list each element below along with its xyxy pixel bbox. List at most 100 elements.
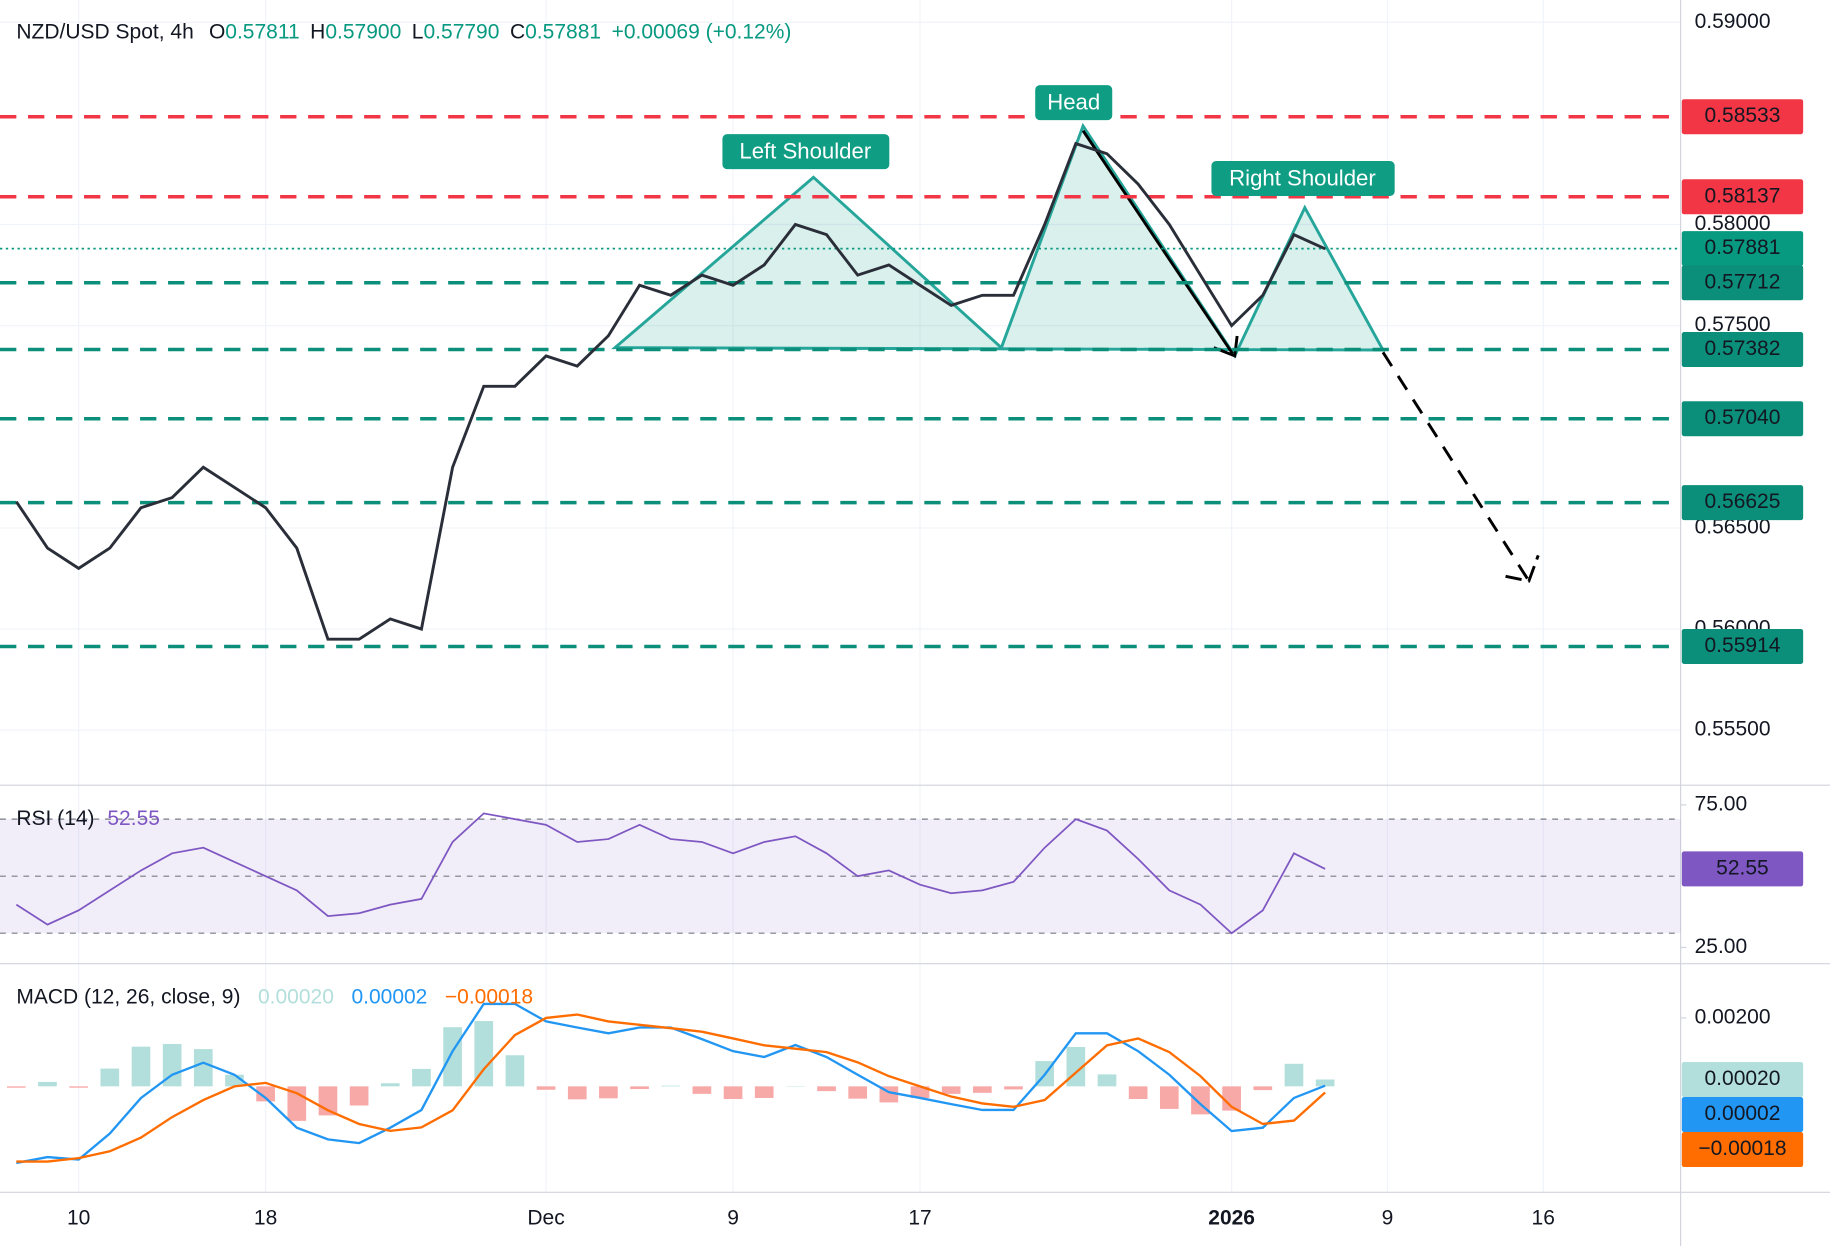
level-label-box bbox=[1681, 99, 1804, 135]
level-label-box bbox=[1681, 628, 1804, 664]
macd-last-label: 0.00002 bbox=[1705, 1102, 1781, 1125]
level-label: 0.57040 bbox=[1705, 406, 1781, 429]
level-label: 0.57881 bbox=[1705, 236, 1781, 259]
macd-title: MACD (12, 26, close, 9) bbox=[16, 985, 240, 1008]
macd-last-label: 0.00020 bbox=[1705, 1067, 1781, 1090]
x-tick-label: Dec bbox=[527, 1207, 564, 1230]
rsi-title: RSI (14) bbox=[16, 807, 94, 830]
histogram-bar bbox=[1128, 1086, 1148, 1099]
histogram-bar bbox=[1097, 1074, 1117, 1087]
histogram-value: 0.00020 bbox=[258, 985, 334, 1008]
level-label: 0.56625 bbox=[1705, 490, 1781, 513]
histogram-bar bbox=[7, 1086, 26, 1088]
histogram-bar bbox=[723, 1086, 743, 1099]
x-tick-label: 10 bbox=[67, 1207, 90, 1230]
low: 0.57790 bbox=[424, 20, 500, 43]
projection-arrowhead bbox=[1505, 554, 1540, 583]
histogram-bar bbox=[1004, 1086, 1023, 1090]
level-label-box bbox=[1681, 401, 1804, 437]
x-tick-label: 17 bbox=[908, 1207, 931, 1230]
macd-value: 0.00002 bbox=[351, 985, 427, 1008]
histogram-bar bbox=[692, 1086, 712, 1094]
histogram-bar bbox=[536, 1086, 556, 1090]
histogram-bar bbox=[474, 1021, 494, 1087]
projection-arrow bbox=[1381, 351, 1531, 582]
histogram-bar bbox=[567, 1086, 587, 1100]
rsi-legend: RSI (14) 52.55 bbox=[16, 807, 160, 830]
y-tick-label: 0.59000 bbox=[1695, 10, 1771, 33]
level-label-box bbox=[1681, 231, 1804, 267]
level-label-box bbox=[1681, 332, 1804, 368]
annotation-box bbox=[722, 134, 890, 170]
histogram-bar bbox=[505, 1055, 525, 1087]
plot: 10 18 Dec 9 17 2026 9 160.590000.580000.575000.… bbox=[0, 10, 1804, 1230]
histogram-bar bbox=[1253, 1086, 1273, 1091]
move-arrow bbox=[1081, 129, 1234, 355]
price-line bbox=[15, 141, 1326, 641]
macd-last-label-box bbox=[1681, 1097, 1804, 1133]
macd-last-label: −0.00018 bbox=[1698, 1137, 1786, 1160]
annotation-box bbox=[1035, 85, 1113, 121]
rsi-last-label-box bbox=[1681, 851, 1804, 887]
histogram-bar bbox=[1222, 1086, 1241, 1111]
histogram-bar bbox=[1284, 1063, 1304, 1087]
macd-legend: MACD (12, 26, close, 9) 0.00020 0.00002 … bbox=[16, 985, 533, 1008]
histogram-bar bbox=[910, 1086, 930, 1098]
histogram-bar bbox=[1159, 1086, 1179, 1109]
y-tick-label: 25.00 bbox=[1695, 935, 1748, 958]
histogram-bar bbox=[225, 1074, 244, 1087]
y-tick-label: 0.55500 bbox=[1695, 718, 1771, 741]
y-tick-label: 0.58000 bbox=[1695, 212, 1771, 235]
high-label: H bbox=[310, 20, 325, 43]
x-tick-label: 16 bbox=[1532, 1207, 1555, 1230]
histogram-bar bbox=[162, 1043, 182, 1087]
high: 0.57900 bbox=[325, 20, 401, 43]
level-label: 0.58137 bbox=[1705, 184, 1781, 207]
histogram-bar bbox=[941, 1086, 961, 1094]
histogram-bar bbox=[973, 1086, 992, 1093]
annotation-box bbox=[1211, 161, 1395, 196]
rsi-last-label: 52.55 bbox=[1716, 856, 1769, 879]
signal-value: −0.00018 bbox=[445, 985, 533, 1008]
y-tick-label: 0.56500 bbox=[1695, 515, 1771, 538]
histogram-bar bbox=[412, 1068, 431, 1087]
annotation: Head bbox=[1047, 90, 1100, 115]
macd-last-label-box bbox=[1681, 1062, 1804, 1098]
neckline bbox=[615, 346, 1384, 352]
close-label: C bbox=[510, 20, 525, 43]
y-tick-label: 0.57500 bbox=[1695, 313, 1771, 336]
histogram-bar bbox=[443, 1027, 462, 1087]
macd-last-label-box bbox=[1681, 1132, 1804, 1168]
change: +0.00069 (+0.12%) bbox=[612, 20, 792, 43]
histogram-bar bbox=[1315, 1079, 1335, 1087]
signal-line bbox=[16, 1013, 1326, 1163]
histogram-bar bbox=[131, 1046, 151, 1087]
x-tick-label: 9 bbox=[1382, 1207, 1394, 1230]
level-label-box bbox=[1681, 265, 1804, 301]
histogram-bar bbox=[38, 1081, 57, 1087]
x-tick-label: 2026 bbox=[1208, 1207, 1255, 1230]
level-label-box bbox=[1681, 485, 1804, 521]
histogram-bar bbox=[256, 1086, 275, 1102]
histogram-bar bbox=[661, 1085, 681, 1087]
annotation: Left Shoulder bbox=[739, 139, 871, 164]
y-tick-label: 75.00 bbox=[1695, 792, 1748, 815]
annotation: Right Shoulder bbox=[1229, 166, 1376, 191]
low-label: L bbox=[412, 20, 424, 43]
histogram-bar bbox=[100, 1068, 120, 1087]
level-label: 0.57382 bbox=[1705, 337, 1781, 360]
price-legend: NZD/USD Spot, 4h O0.57811 H0.57900 L0.57… bbox=[16, 20, 791, 43]
histogram-bar bbox=[817, 1086, 836, 1092]
rsi-line bbox=[15, 812, 1326, 935]
histogram-bar bbox=[754, 1086, 774, 1098]
pattern-shape bbox=[611, 122, 1386, 359]
histogram-bar bbox=[848, 1086, 868, 1099]
open-label: O bbox=[209, 20, 225, 43]
level-label: 0.55914 bbox=[1705, 634, 1781, 657]
histogram-bar bbox=[193, 1049, 213, 1087]
level-label: 0.57712 bbox=[1705, 270, 1781, 293]
histogram-bar bbox=[599, 1086, 618, 1099]
